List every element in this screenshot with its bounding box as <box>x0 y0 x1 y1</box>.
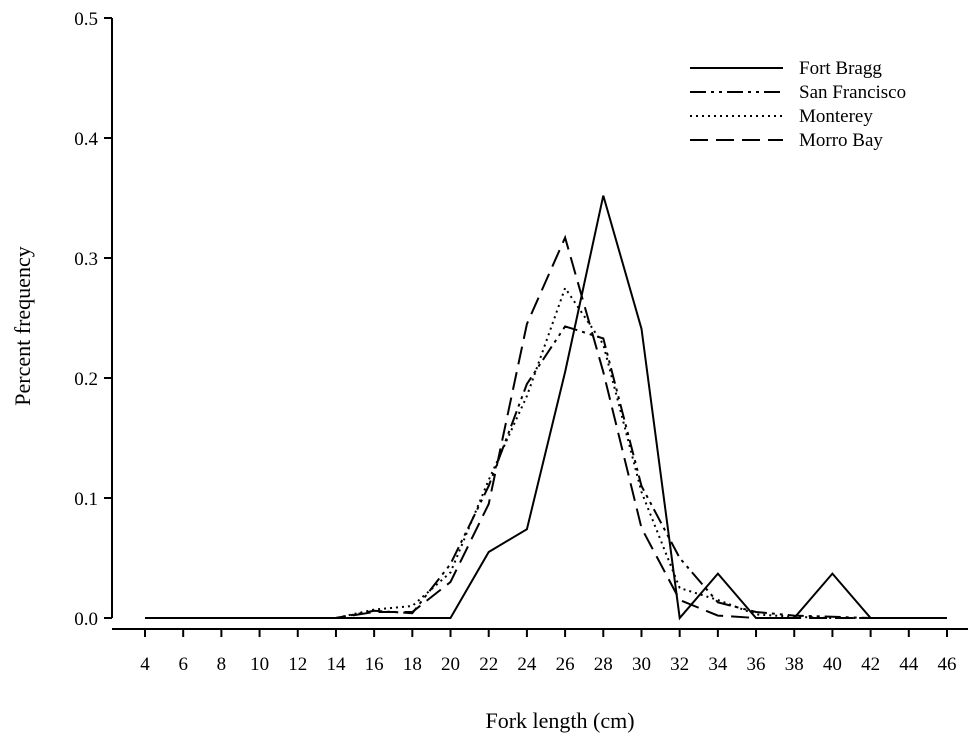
x-tick-label: 36 <box>747 654 766 675</box>
x-tick-label: 4 <box>140 654 150 675</box>
y-tick-label: 0.2 <box>74 369 98 390</box>
series-line-san-francisco <box>145 325 947 619</box>
x-tick-label: 42 <box>861 654 880 675</box>
y-tick-label: 0.3 <box>74 249 98 270</box>
y-tick-label: 0.0 <box>74 609 98 630</box>
x-tick-label: 8 <box>217 654 227 675</box>
x-tick-label: 14 <box>326 654 346 675</box>
x-tick-label: 34 <box>708 654 728 675</box>
x-axis-title: Fork length (cm) <box>485 708 634 733</box>
legend-label: Fort Bragg <box>799 58 882 79</box>
x-tick-label: 24 <box>517 654 537 675</box>
y-tick-label: 0.4 <box>74 129 98 150</box>
x-tick-label: 38 <box>785 654 804 675</box>
series-line-morro-bay <box>145 234 947 619</box>
x-tick-label: 44 <box>899 654 919 675</box>
x-tick-label: 16 <box>365 654 384 675</box>
x-tick-label: 10 <box>250 654 269 675</box>
x-tick-label: 12 <box>288 654 307 675</box>
legend-label: San Francisco <box>799 82 906 103</box>
legend: Fort Bragg San Francisco Monterey Morro Bay <box>690 58 906 151</box>
x-tick-label: 46 <box>938 654 957 675</box>
y-tick-label: 0.1 <box>74 489 98 510</box>
x-tick-label: 28 <box>594 654 613 675</box>
x-axis: 4 6 8 10 12 14 16 18 20 22 24 26 28 30 32 34 36 38 40 42 44 4… <box>112 628 968 675</box>
y-axis-title: Percent frequency <box>10 246 35 405</box>
legend-label: Monterey <box>799 106 873 127</box>
x-tick-label: 20 <box>441 654 460 675</box>
y-axis: 0.0 0.1 0.2 0.3 0.4 0.5 <box>74 9 113 630</box>
x-tick-label: 6 <box>178 654 188 675</box>
x-tick-label: 18 <box>403 654 422 675</box>
x-tick-label: 30 <box>632 654 651 675</box>
y-tick-label: 0.5 <box>74 9 98 30</box>
legend-label: Morro Bay <box>799 130 883 151</box>
x-tick-label: 22 <box>479 654 498 675</box>
x-tick-label: 26 <box>556 654 575 675</box>
plot-area <box>145 195 947 621</box>
series-line-fort-bragg <box>145 195 947 621</box>
x-tick-label: 40 <box>823 654 842 675</box>
x-tick-label: 32 <box>670 654 689 675</box>
